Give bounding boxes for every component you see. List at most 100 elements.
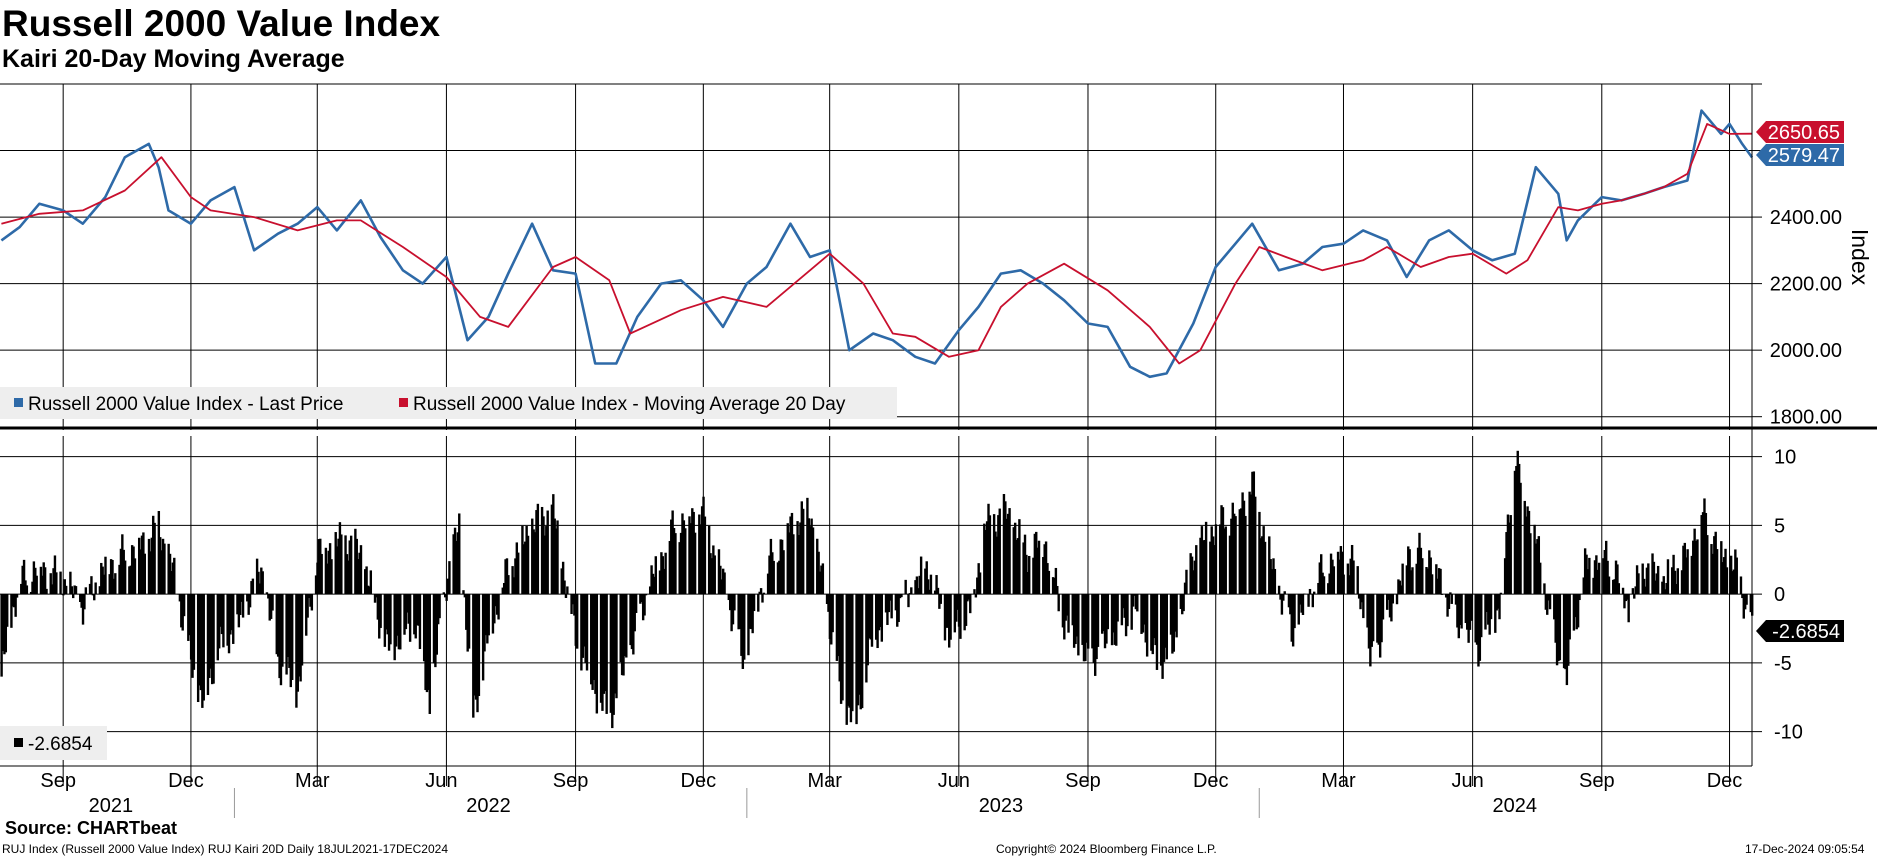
kairi-bar bbox=[152, 515, 155, 595]
kairi-bar bbox=[160, 550, 163, 595]
kairi-bar bbox=[898, 594, 902, 599]
kairi-bar bbox=[682, 520, 686, 595]
kairi-bar bbox=[609, 594, 613, 713]
kairi-bar bbox=[428, 594, 431, 714]
kairi-bar bbox=[821, 563, 825, 595]
kairi-bar bbox=[1524, 516, 1528, 595]
kairi-bar bbox=[719, 565, 722, 595]
kairi-bar bbox=[1428, 550, 1431, 595]
kairi-bar bbox=[1008, 508, 1011, 595]
kairi-bar bbox=[1457, 594, 1460, 639]
kairi-bar bbox=[6, 594, 9, 627]
kairi-bar bbox=[782, 550, 785, 595]
kairi-bar bbox=[809, 526, 812, 595]
kairi-bar bbox=[1478, 594, 1482, 661]
kairi-bar bbox=[437, 594, 440, 625]
kairi-bar bbox=[1631, 588, 1635, 595]
kairi-bar bbox=[1506, 514, 1510, 595]
kairi-bar bbox=[320, 553, 323, 595]
kairi-bar bbox=[448, 561, 451, 595]
kairi-bar bbox=[748, 594, 752, 629]
kairi-bar bbox=[1624, 594, 1628, 602]
kairi-bar bbox=[444, 594, 447, 598]
kairi-bar bbox=[1575, 594, 1578, 630]
kairi-bar bbox=[453, 527, 457, 595]
kairi-bar bbox=[69, 571, 72, 595]
kairi-bar bbox=[206, 594, 210, 696]
kairi-bar bbox=[1145, 594, 1149, 657]
kairi-bar bbox=[700, 506, 704, 595]
kairi-bar bbox=[1154, 594, 1157, 646]
kairi-bar bbox=[1352, 560, 1355, 595]
kairi-bar bbox=[1056, 585, 1059, 595]
kairi-bar bbox=[1077, 594, 1080, 656]
kairi-bar bbox=[1644, 586, 1647, 595]
kairi-bar bbox=[653, 576, 656, 595]
x-month-label: Mar bbox=[295, 770, 330, 792]
kairi-bar bbox=[251, 578, 255, 595]
kairi-bar bbox=[984, 529, 987, 595]
kairi-bar bbox=[1554, 594, 1557, 643]
kairi-bar bbox=[1258, 511, 1261, 595]
kairi-bar bbox=[49, 573, 52, 595]
kairi-bar bbox=[139, 549, 142, 595]
kairi-bar bbox=[1086, 594, 1090, 649]
kairi-bar bbox=[1489, 594, 1493, 620]
kairi-bar bbox=[1106, 594, 1110, 630]
kairi-bar bbox=[599, 594, 603, 703]
price-last-value-tag-text: 2579.47 bbox=[1768, 145, 1840, 167]
kairi-bar bbox=[1018, 519, 1021, 595]
kairi-bar bbox=[1313, 591, 1316, 595]
kairi-bar bbox=[1401, 563, 1404, 595]
kairi-bar bbox=[1456, 594, 1459, 628]
kairi-bar bbox=[1259, 538, 1263, 595]
kairi-bar bbox=[1533, 524, 1536, 595]
kairi-bar bbox=[1350, 544, 1354, 595]
kairi-bar bbox=[820, 565, 823, 595]
kairi-bar bbox=[845, 594, 848, 725]
kairi-bar bbox=[1454, 594, 1458, 605]
kairi-bar bbox=[684, 528, 687, 595]
kairi-bar bbox=[643, 594, 646, 616]
kairi-bar bbox=[88, 583, 92, 595]
kairi-bar bbox=[502, 582, 506, 595]
kairi-bar bbox=[306, 594, 309, 618]
kairi-bar bbox=[189, 594, 193, 660]
kairi-bar bbox=[1370, 594, 1373, 647]
kairi-bar bbox=[1447, 594, 1451, 609]
kairi-bar bbox=[1670, 567, 1674, 595]
kairi-bar bbox=[543, 535, 547, 595]
kairi-bar bbox=[316, 562, 319, 595]
kairi-bar bbox=[1734, 549, 1737, 595]
kairi-bar bbox=[1651, 553, 1654, 595]
kairi-bar bbox=[157, 511, 161, 595]
kairi-bar bbox=[1713, 536, 1716, 595]
kairi-bar bbox=[413, 594, 416, 635]
kairi-bar bbox=[1161, 594, 1164, 679]
x-month-label: Sep bbox=[1579, 770, 1615, 792]
kairi-bar bbox=[1172, 594, 1176, 652]
kairi-bar bbox=[1672, 554, 1675, 595]
kairi-bar bbox=[399, 594, 402, 650]
kairi-bar bbox=[605, 594, 608, 714]
kairi-bar bbox=[1381, 594, 1385, 620]
kairi-bar bbox=[859, 594, 862, 710]
kairi-bar bbox=[375, 594, 378, 598]
kairi-bar bbox=[1124, 594, 1128, 637]
kairi-bar bbox=[730, 594, 733, 632]
kairi-bar bbox=[1572, 594, 1576, 631]
kairi-bar bbox=[879, 594, 882, 628]
kairi-bar bbox=[1362, 594, 1365, 619]
x-month-label: Dec bbox=[681, 770, 717, 792]
kairi-bar bbox=[1607, 576, 1611, 595]
kairi-bar bbox=[187, 594, 190, 641]
kairi-bar bbox=[580, 594, 583, 671]
kairi-bar bbox=[1680, 570, 1684, 595]
kairi-bar bbox=[418, 594, 422, 650]
kairi-bar bbox=[1585, 554, 1588, 595]
kairi-bar bbox=[98, 586, 102, 595]
kairi-bar bbox=[1254, 496, 1257, 595]
kairi-bar bbox=[446, 578, 450, 595]
kairi-bar bbox=[1735, 557, 1738, 595]
kairi-bar bbox=[305, 594, 308, 636]
